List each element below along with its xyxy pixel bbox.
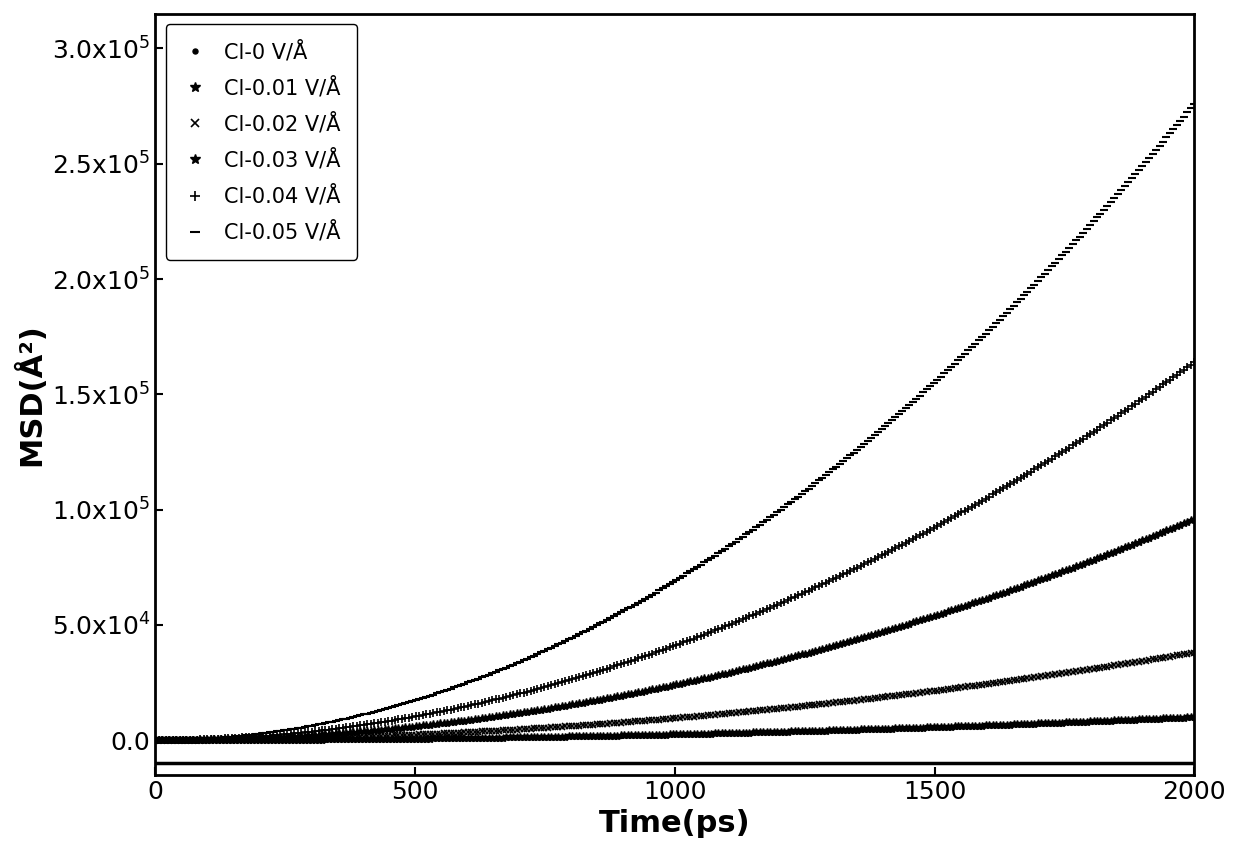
Cl-0.02 V/Å [766, 704, 781, 714]
Cl-0.05 V/Å [784, 497, 799, 507]
Cl-0.05 V/Å [1090, 212, 1105, 222]
Line: Cl-0 V/Å: Cl-0 V/Å [153, 715, 1197, 742]
Cl-0.05 V/Å [1187, 99, 1202, 109]
Cl-0.01 V/Å [151, 735, 166, 746]
Cl-0.03 V/Å [763, 658, 777, 668]
Cl-0.02 V/Å [763, 705, 777, 715]
Cl-0.04 V/Å [1090, 424, 1105, 435]
Cl-0.02 V/Å [1187, 648, 1202, 658]
Cl-0.03 V/Å [1023, 578, 1038, 588]
X-axis label: Time(ps): Time(ps) [599, 809, 750, 838]
Cl-0 V/Å [1187, 712, 1202, 722]
Cl-0.04 V/Å [784, 593, 799, 603]
Cl-0.04 V/Å [148, 735, 162, 746]
Cl-0.01 V/Å [148, 735, 162, 746]
Cl-0.04 V/Å [151, 735, 166, 746]
Cl-0.03 V/Å [151, 735, 166, 746]
Cl-0.03 V/Å [784, 652, 799, 662]
Cl-0.05 V/Å [151, 735, 166, 746]
Cl-0.02 V/Å [151, 735, 166, 746]
Cl-0.01 V/Å [766, 727, 781, 737]
Cl-0.01 V/Å [763, 727, 777, 737]
Cl-0.04 V/Å [1187, 357, 1202, 367]
Cl-0.05 V/Å [1023, 283, 1038, 293]
Line: Cl-0.04 V/Å: Cl-0.04 V/Å [151, 358, 1199, 745]
Line: Cl-0.03 V/Å: Cl-0.03 V/Å [151, 515, 1199, 745]
Cl-0.04 V/Å [1023, 466, 1038, 476]
Cl-0.03 V/Å [1187, 514, 1202, 524]
Cl-0.04 V/Å [766, 601, 781, 611]
Cl-0.02 V/Å [784, 702, 799, 712]
Cl-0.03 V/Å [148, 735, 162, 746]
Cl-0.05 V/Å [148, 735, 162, 746]
Cl-0.01 V/Å [1090, 716, 1105, 726]
Cl-0.02 V/Å [148, 735, 162, 746]
Cl-0.01 V/Å [1023, 718, 1038, 728]
Cl-0.02 V/Å [1090, 663, 1105, 673]
Line: Cl-0.01 V/Å: Cl-0.01 V/Å [151, 713, 1199, 745]
Line: Cl-0.05 V/Å: Cl-0.05 V/Å [151, 100, 1199, 745]
Cl-0.01 V/Å [1187, 712, 1202, 722]
Cl-0 V/Å [766, 727, 781, 737]
Cl-0 V/Å [641, 730, 656, 740]
Cl-0.05 V/Å [763, 512, 777, 522]
Cl-0.03 V/Å [1090, 553, 1105, 563]
Cl-0 V/Å [148, 735, 162, 746]
Cl-0 V/Å [1162, 713, 1177, 723]
Cl-0 V/Å [999, 719, 1014, 729]
Legend: Cl-0 V/Å, Cl-0.01 V/Å, Cl-0.02 V/Å, Cl-0.03 V/Å, Cl-0.04 V/Å, Cl-0.05 V/Å: Cl-0 V/Å, Cl-0.01 V/Å, Cl-0.02 V/Å, Cl-0… [166, 25, 357, 260]
Cl-0.04 V/Å [763, 602, 777, 613]
Cl-0.02 V/Å [1023, 673, 1038, 683]
Y-axis label: MSD(Å²): MSD(Å²) [14, 323, 46, 466]
Cl-0.05 V/Å [766, 509, 781, 520]
Cl-0.01 V/Å [784, 727, 799, 737]
Cl-0 V/Å [647, 729, 662, 740]
Cl-0 V/Å [711, 728, 725, 739]
Cl-0.03 V/Å [766, 657, 781, 667]
Line: Cl-0.02 V/Å: Cl-0.02 V/Å [151, 649, 1198, 744]
